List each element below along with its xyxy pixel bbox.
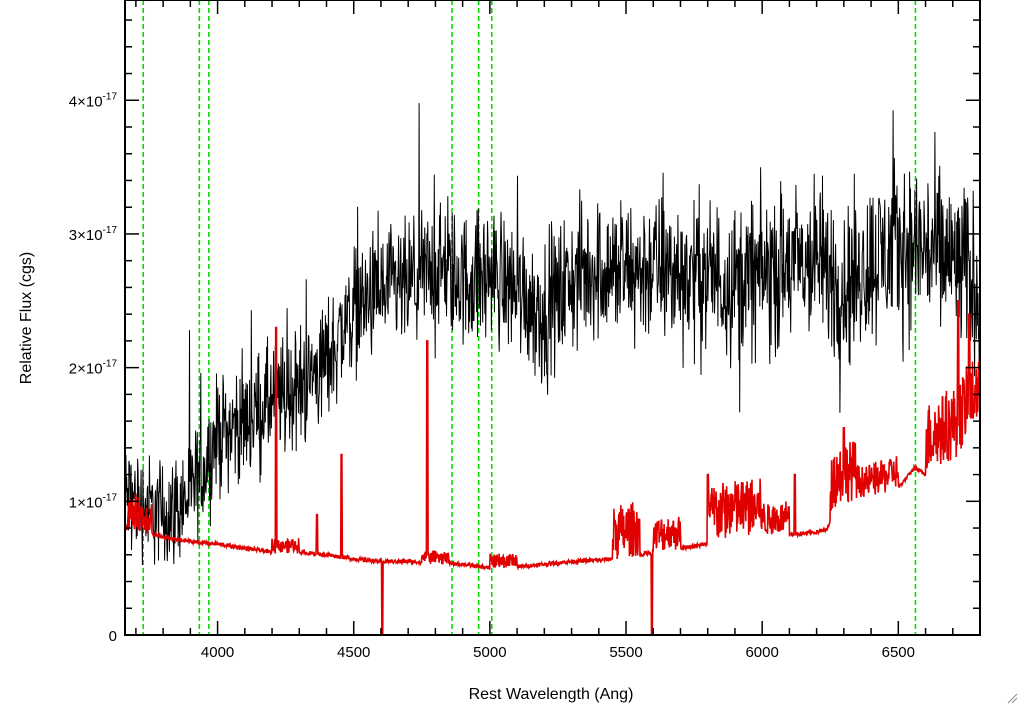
series-line-1 — [125, 299, 980, 635]
y-tick-label-1: 1×10-17 — [69, 492, 118, 511]
y-tick-label-3: 3×10-17 — [69, 225, 118, 244]
resize-grip-icon[interactable] — [1006, 692, 1018, 704]
x-tick-label-1: 4500 — [337, 644, 370, 661]
axes: 4000 4500 5000 5500 6000 6500 0 1×10-17 2×10-17 3… — [69, 0, 981, 661]
y-tick-label-2: 2×10-17 — [69, 359, 118, 378]
y-axis-label: Relative Flux (cgs) — [18, 252, 35, 384]
x-axis-label: Rest Wavelength (Ang) — [469, 686, 634, 703]
series-line-0 — [125, 103, 980, 566]
x-tick-label-4: 6000 — [745, 644, 778, 661]
x-tick-label-3: 5500 — [609, 644, 642, 661]
x-tick-label-5: 6500 — [882, 644, 915, 661]
plot-frame — [124, 0, 981, 636]
x-tick-label-0: 4000 — [201, 644, 234, 661]
y-tick-label-4: 4×10-17 — [69, 91, 118, 110]
spectrum-series — [125, 103, 980, 635]
y-tick-label-0: 0 — [109, 628, 117, 645]
reference-lines — [142, 0, 917, 635]
x-tick-label-2: 5000 — [473, 644, 506, 661]
